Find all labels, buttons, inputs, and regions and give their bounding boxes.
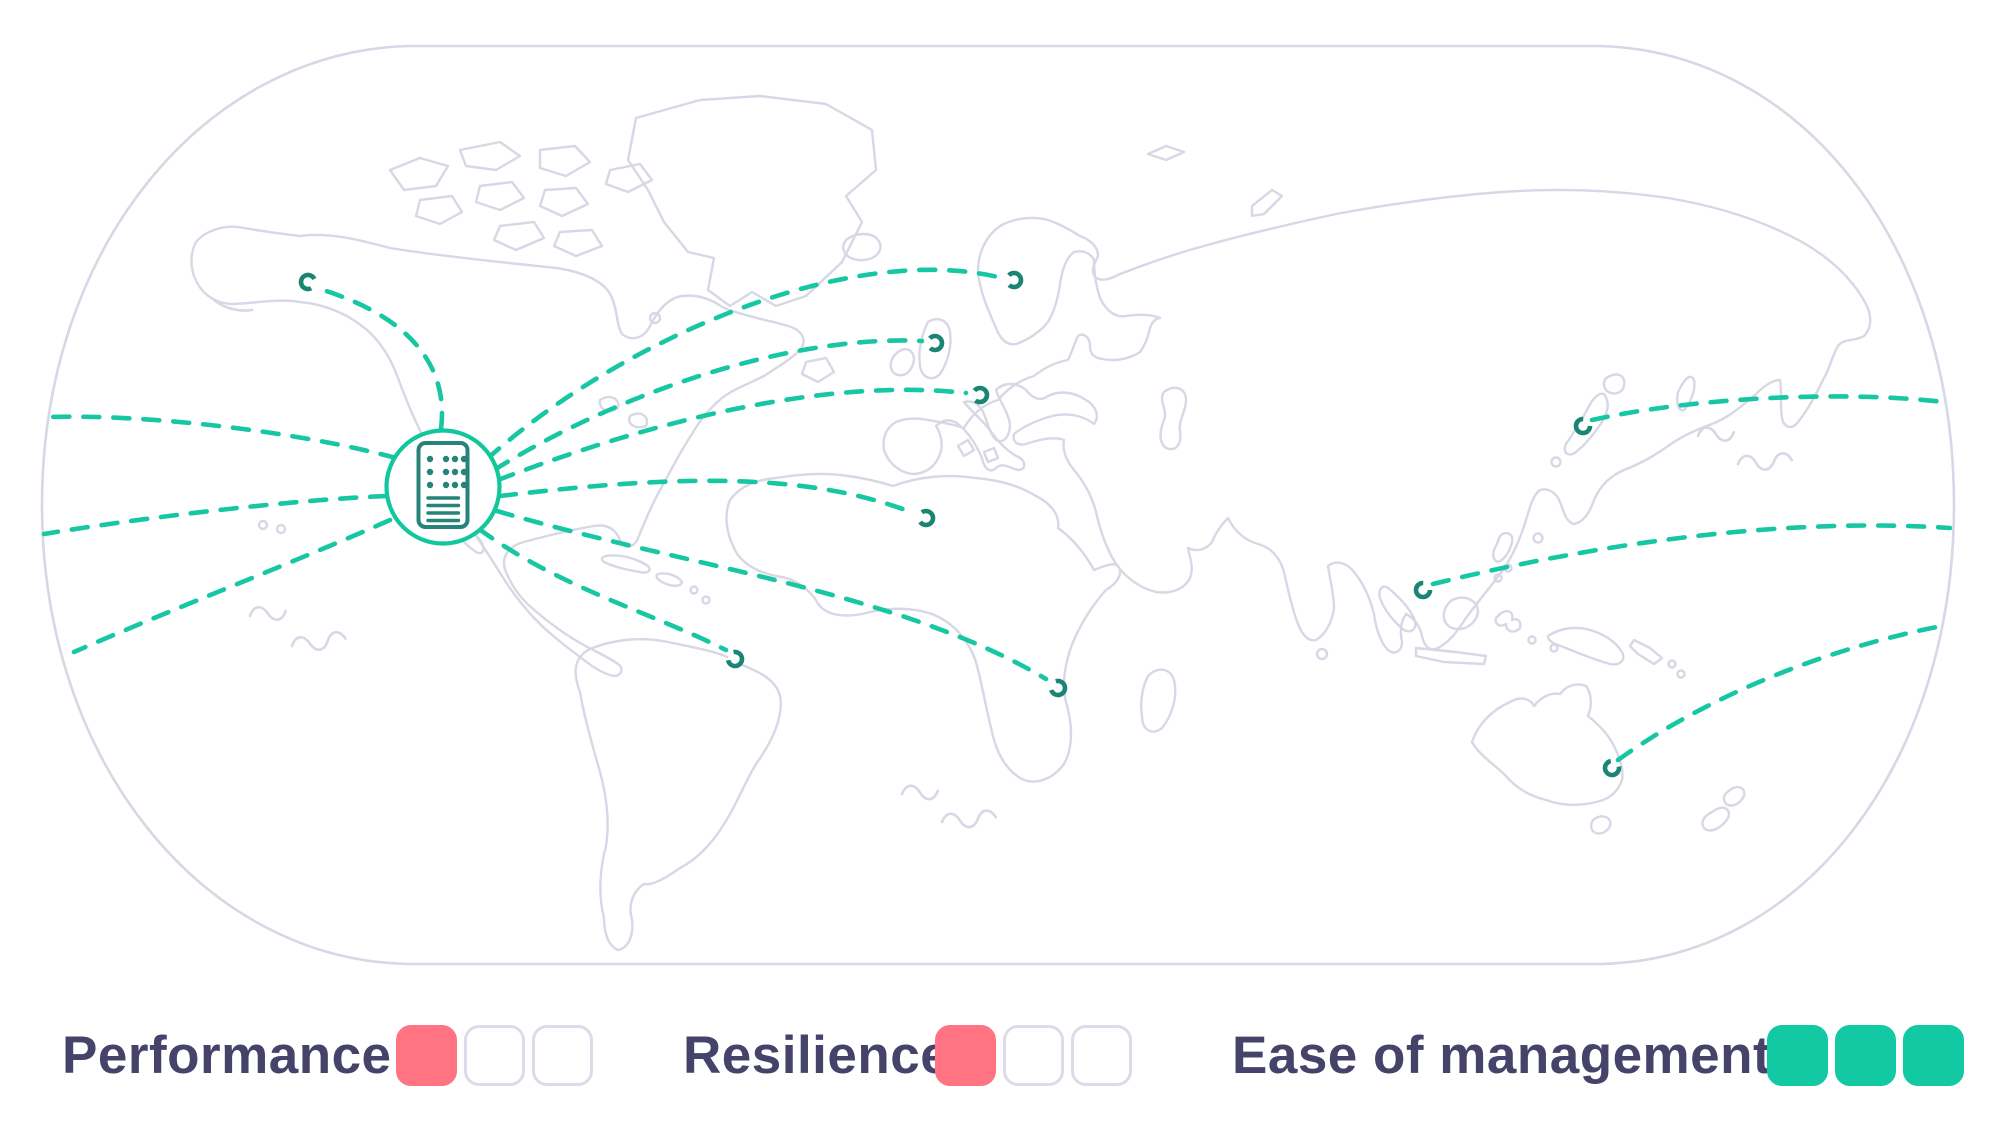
connection-southeast-asia-west-segment <box>41 493 389 537</box>
rating-box <box>1767 1025 1828 1086</box>
connection-southern-africa <box>494 508 1049 682</box>
connection-australia-east-segment <box>1615 624 1940 763</box>
newfoundland-island <box>800 356 836 384</box>
endpoint-alaska-marker <box>298 272 318 292</box>
rating-boxes-performance <box>396 1025 593 1086</box>
rating-box <box>935 1025 996 1086</box>
iceland <box>842 232 882 262</box>
water-squiggles <box>248 426 1794 829</box>
legend-label-performance: Performance <box>62 1026 392 1085</box>
server-icon <box>416 441 470 529</box>
rating-box <box>1003 1025 1064 1086</box>
endpoint-markers <box>298 270 1622 778</box>
endpoint-norway-marker <box>1004 270 1024 290</box>
data-center-node <box>384 428 502 546</box>
aleutian-islands <box>212 298 254 312</box>
connection-australia-west-segment <box>71 517 393 655</box>
legend-label-ease-of-management: Ease of management <box>1232 1026 1772 1085</box>
endpoint-japan-marker <box>1573 416 1593 436</box>
great-britain <box>918 318 952 380</box>
connection-japan-west-segment <box>45 414 399 461</box>
rating-boxes-ease-of-management <box>1767 1025 1964 1086</box>
sakhalin <box>1676 375 1696 412</box>
arctic-islands <box>388 140 654 258</box>
taiwan <box>1532 532 1544 544</box>
madagascar <box>1140 668 1177 733</box>
rating-box <box>1903 1025 1964 1086</box>
rating-box <box>1835 1025 1896 1086</box>
japan-hokkaido <box>1602 373 1626 395</box>
endpoint-brazil-marker <box>725 649 745 669</box>
continent-eurasia <box>882 188 1872 654</box>
new-guinea-melanesia <box>1546 626 1686 679</box>
corsica-sardinia <box>956 438 976 458</box>
endpoint-australia-marker <box>1602 758 1622 778</box>
sicily <box>982 446 1000 464</box>
connection-norway <box>484 267 1005 462</box>
continent-africa <box>725 472 1122 783</box>
legend-label-resilience: Resilience <box>683 1026 951 1085</box>
sri-lanka <box>1315 647 1329 661</box>
endpoint-united-kingdom-marker <box>925 333 945 353</box>
world-map <box>40 44 1956 966</box>
connection-southeast-asia-east-segment <box>1430 523 1953 587</box>
connection-japan-east-segment <box>1589 394 1947 423</box>
ireland <box>889 348 916 377</box>
rating-box <box>1071 1025 1132 1086</box>
lake-2 <box>627 412 649 429</box>
lake-1 <box>598 396 620 412</box>
japan-kyushu <box>1550 456 1562 468</box>
novaya-zemlya <box>1250 188 1284 218</box>
endpoint-southeast-asia-marker <box>1413 580 1433 600</box>
endpoint-north-africa-marker <box>916 508 936 528</box>
hudson-bay-island <box>648 311 662 325</box>
caspian-sea <box>1159 386 1188 451</box>
continent-australia <box>1470 683 1624 806</box>
connection-central-europe <box>495 387 969 483</box>
connection-lines <box>41 267 1953 763</box>
connection-alaska <box>317 286 445 432</box>
rating-box <box>532 1025 593 1086</box>
new-zealand <box>1701 785 1746 832</box>
rating-box <box>396 1025 457 1086</box>
indonesia <box>1378 585 1559 666</box>
continent-south-america <box>574 637 782 952</box>
tasmania <box>1590 815 1612 835</box>
map-border <box>40 44 1956 966</box>
endpoint-southern-africa-marker <box>1048 678 1068 698</box>
caribbean-islands <box>257 519 711 605</box>
connection-united-kingdom <box>491 338 925 473</box>
rating-box <box>464 1025 525 1086</box>
svalbard <box>1146 144 1186 162</box>
connection-brazil <box>476 526 729 653</box>
greenland <box>626 94 878 308</box>
rating-boxes-resilience <box>935 1025 1132 1086</box>
connection-north-africa <box>497 478 916 516</box>
endpoint-central-europe-marker <box>970 385 990 405</box>
